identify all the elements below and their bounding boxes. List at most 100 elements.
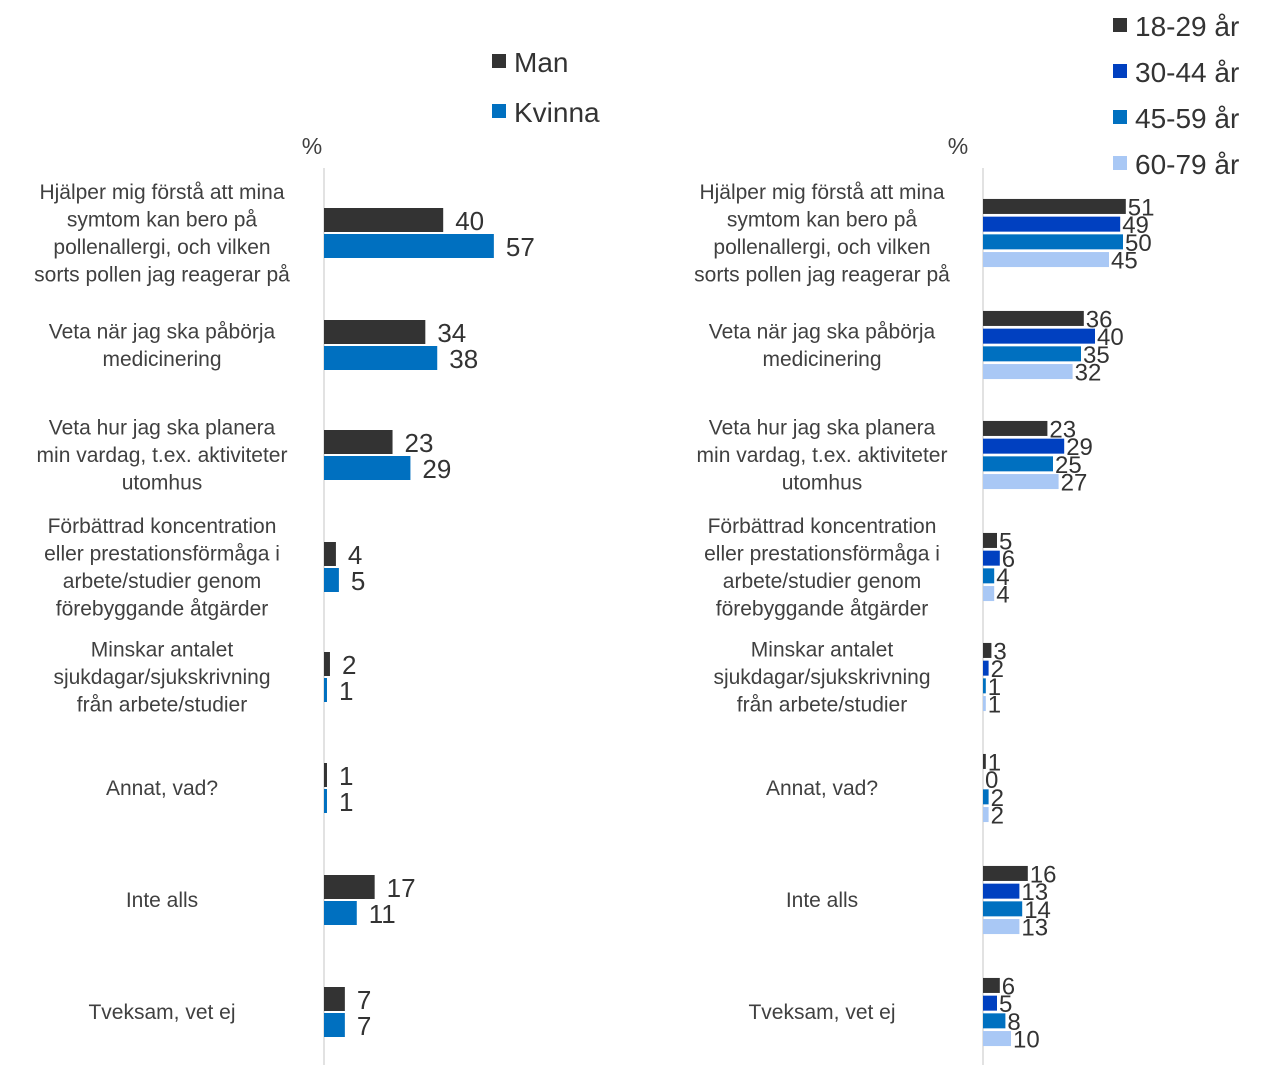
value-label-30-44-r: 0: [985, 767, 998, 794]
value-label-30-44-r: 49: [1122, 212, 1149, 239]
value-label-30-44-r: 29: [1066, 434, 1093, 461]
category-label: Förbättrad koncentration eller prestation…: [44, 515, 280, 621]
bar-45-59-r: [983, 346, 1081, 362]
bar-30-44-r: [983, 328, 1095, 344]
bar-45-59-r: [983, 568, 995, 584]
bar-30-44-r: [983, 216, 1121, 232]
value-label-kvinna: 5: [351, 566, 365, 596]
value-label-man: 40: [455, 206, 484, 236]
value-label-kvinna: 38: [449, 344, 478, 374]
category-label-line: Veta när jag ska påbörja: [49, 320, 276, 343]
category-label-line: Tveksam, vet ej: [88, 1001, 235, 1024]
category-label-line: medicinering: [762, 348, 881, 371]
bar-man: [324, 208, 444, 232]
value-label-30-44-r: 5: [999, 991, 1012, 1018]
value-label-30-44-r: 40: [1097, 324, 1124, 351]
bar-18-29-r: [983, 310, 1084, 326]
bar-man: [324, 875, 375, 899]
value-label-kvinna: 7: [357, 1011, 371, 1041]
bar-kvinna: [324, 234, 494, 258]
legend-label-kvinna: Kvinna: [514, 97, 600, 128]
bar-man: [324, 763, 327, 787]
bar-60-79-r: [983, 252, 1109, 268]
value-label-18-29-r: 16: [1030, 861, 1057, 888]
bar-60-79-r: [983, 919, 1020, 935]
category-label-line: pollenallergi, och vilken: [53, 236, 270, 259]
category-label-line: Minskar antalet: [91, 639, 234, 662]
category-label: Förbättrad koncentration eller prestation…: [704, 515, 940, 621]
category-label: Veta hur jag ska planera min vardag, t.ex…: [37, 417, 288, 495]
value-label-30-44-r: 2: [991, 656, 1004, 683]
category-label-line: utomhus: [122, 472, 203, 495]
bar-18-29-r: [983, 198, 1126, 214]
category-label-line: sjukdagar/sjukskrivning: [713, 666, 930, 689]
value-label-18-29-r: 51: [1128, 194, 1155, 221]
category-label-line: eller prestationsförmåga i: [704, 542, 940, 565]
left-chart: Man Kvinna % Hjälper mig förstå att mina s…: [34, 47, 600, 1065]
bar-45-59-r: [983, 456, 1053, 472]
bar-18-29-r: [983, 420, 1048, 436]
category-label: Veta hur jag ska planera min vardag, t.ex…: [697, 417, 948, 495]
bar-60-79-r: [983, 586, 995, 602]
value-label-kvinna: 11: [369, 899, 396, 929]
legend-label-30-44-r: 30-44 år: [1135, 57, 1239, 88]
category-label-line: Veta hur jag ska planera: [49, 417, 276, 440]
legend-label-18-29-r: 18-29 år: [1135, 11, 1239, 42]
value-label-18-29-r: 6: [1002, 973, 1015, 1000]
legend-swatch-60-79-r: [1113, 156, 1127, 170]
value-label-60-79-r: 13: [1021, 915, 1048, 942]
value-label-45-59-r: 50: [1125, 230, 1152, 257]
legend-swatch-30-44-r: [1113, 64, 1127, 78]
bar-60-79-r: [983, 696, 986, 712]
bar-45-59-r: [983, 234, 1123, 250]
value-label-60-79-r: 45: [1111, 248, 1138, 275]
value-label-18-29-r: 5: [999, 528, 1012, 555]
value-label-kvinna: 29: [422, 454, 451, 484]
bar-kvinna: [324, 346, 438, 370]
bar-kvinna: [324, 901, 357, 925]
bar-man: [324, 542, 336, 566]
category-label-line: Tveksam, vet ej: [748, 1001, 895, 1024]
value-label-30-44-r: 6: [1002, 546, 1015, 573]
category-label-line: sorts pollen jag reagerar på: [34, 263, 290, 286]
bar-man: [324, 320, 426, 344]
legend-swatch-man: [492, 54, 506, 68]
category-label-line: sorts pollen jag reagerar på: [694, 263, 950, 286]
right-category-labels: Hjälper mig förstå att mina symtom kan be…: [694, 181, 950, 1024]
value-label-18-29-r: 36: [1086, 306, 1113, 333]
bar-man: [324, 987, 345, 1011]
right-chart: 18-29 år 30-44 år 45-59 år 60-79 år % Hjälp…: [694, 11, 1239, 1065]
bar-30-44-r: [983, 550, 1000, 566]
category-label: Hjälper mig förstå att mina symtom kan be…: [694, 181, 950, 287]
category-label-line: medicinering: [102, 348, 221, 371]
category-label-line: arbete/studier genom: [723, 570, 921, 593]
value-label-45-59-r: 4: [996, 564, 1009, 591]
value-label-45-59-r: 8: [1007, 1009, 1020, 1036]
category-label-line: Inte alls: [786, 889, 858, 912]
category-label-line: sjukdagar/sjukskrivning: [53, 666, 270, 689]
bar-30-44-r: [983, 995, 997, 1011]
bar-man: [324, 430, 393, 454]
category-label-line: förebyggande åtgärder: [56, 597, 269, 620]
value-label-man: 2: [342, 650, 356, 680]
value-label-man: 23: [405, 428, 434, 458]
category-label-line: förebyggande åtgärder: [716, 597, 929, 620]
category-label: Veta när jag ska påbörja medicinering: [709, 320, 936, 371]
category-label-line: Veta när jag ska påbörja: [709, 320, 936, 343]
bar-60-79-r: [983, 474, 1059, 490]
value-label-kvinna: 1: [339, 787, 353, 817]
bar-45-59-r: [983, 901, 1023, 917]
value-label-man: 17: [387, 873, 416, 903]
value-label-45-59-r: 25: [1055, 452, 1082, 479]
value-label-60-79-r: 32: [1075, 360, 1102, 387]
value-label-man: 1: [339, 761, 353, 791]
right-unit-label: %: [948, 133, 968, 159]
bar-18-29-r: [983, 977, 1000, 993]
value-label-60-79-r: 27: [1061, 470, 1088, 497]
category-label: Minskar antalet sjukdagar/sjukskrivning fr…: [713, 639, 930, 717]
left-category-labels: Hjälper mig förstå att mina symtom kan be…: [34, 181, 290, 1024]
bar-45-59-r: [983, 1013, 1006, 1029]
legend-right: 18-29 år 30-44 år 45-59 år 60-79 år: [1113, 11, 1239, 180]
